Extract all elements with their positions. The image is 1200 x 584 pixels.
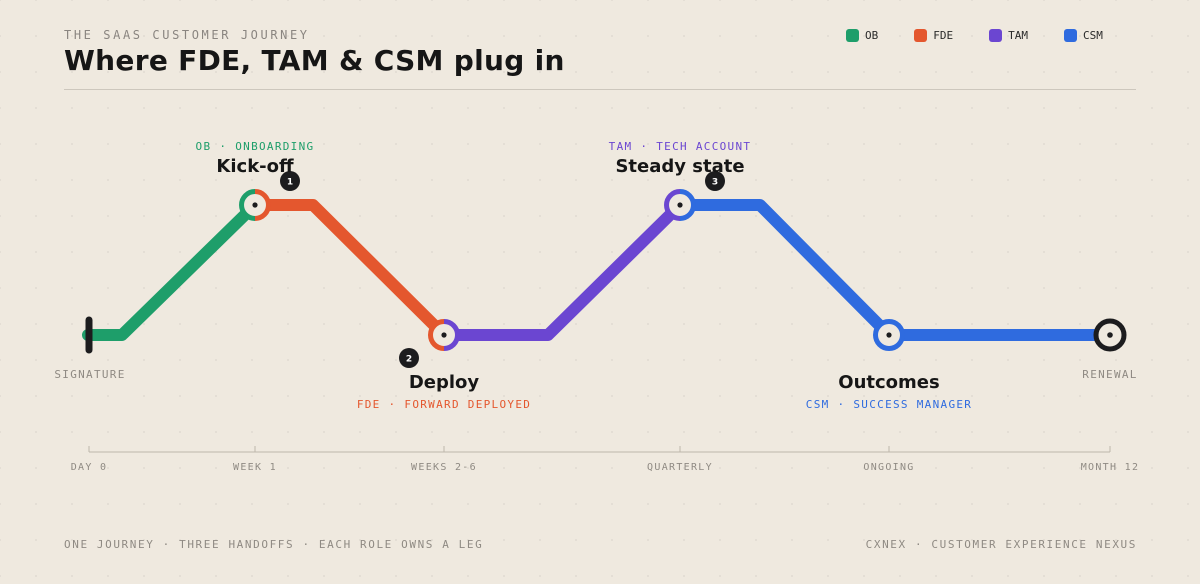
timeline-axis [88, 446, 1111, 453]
steady-description: TECH ACCOUNT [656, 140, 751, 153]
legend-item-fde: FDE [914, 29, 953, 42]
badge-step-1: 1 [280, 171, 300, 191]
steady-role: TAM [609, 140, 633, 153]
deploy-description: FORWARD DEPLOYED [404, 398, 531, 411]
timeline-label-week1: WEEK 1 [233, 462, 277, 473]
station-steady-state [664, 189, 696, 221]
route-segment-tam [438, 199, 686, 341]
timeline-label-day0: DAY 0 [71, 462, 108, 473]
timeline-label-quarterly: QUARTERLY [647, 462, 713, 473]
route-segment-csm [674, 199, 1116, 341]
legend-label-tam: TAM [1008, 29, 1028, 42]
page-title: Where FDE, TAM & CSM plug in [64, 44, 565, 77]
legend-item-tam: TAM [989, 29, 1028, 42]
footer-brand: CXNEX · CUSTOMER EXPERIENCE NEXUS [865, 538, 1137, 551]
legend-swatch-ob [846, 29, 859, 42]
station-renewal-terminus [1093, 318, 1127, 352]
legend-label-csm: CSM [1083, 29, 1103, 42]
kickoff-title: Kick-off [216, 156, 294, 177]
legend-item-csm: CSM [1064, 29, 1103, 42]
badge-step-3-number: 3 [712, 178, 718, 188]
timeline-label-ongoing: ONGOING [863, 462, 914, 473]
footer-tagline: ONE JOURNEY · THREE HANDOFFS · EACH ROLE… [64, 538, 484, 551]
start-endpoint-label: SIGNATURE [54, 368, 125, 381]
badge-step-2: 2 [399, 348, 419, 368]
kickoff-description: ONBOARDING [235, 140, 314, 153]
outcomes-role-label: CSM · SUCCESS MANAGER [806, 398, 972, 411]
legend-label-fde: FDE [933, 29, 954, 42]
badge-step-2-number: 2 [406, 355, 412, 365]
deploy-role: FDE [357, 398, 381, 411]
timeline-label-weeks2-6: WEEKS 2-6 [411, 462, 477, 473]
station-outcomes [873, 319, 905, 351]
steady-role-label: TAM · TECH ACCOUNT [609, 140, 752, 153]
legend: OB FDE TAM CSM [846, 29, 1103, 42]
legend-swatch-tam [989, 29, 1003, 42]
timeline-label-month12: MONTH 12 [1081, 462, 1140, 473]
badge-step-1-number: 1 [287, 178, 293, 188]
badge-step-3: 3 [705, 171, 725, 191]
legend-item-ob: OB [846, 29, 878, 42]
steady-separator: · [640, 140, 648, 153]
outcomes-role: CSM [806, 398, 830, 411]
deploy-separator: · [389, 398, 397, 411]
end-endpoint-label: RENEWAL [1082, 368, 1137, 381]
station-deploy [428, 319, 460, 351]
station-kickoff [239, 189, 271, 221]
page-eyebrow: THE SAAS CUSTOMER JOURNEY [64, 28, 310, 42]
header-divider [64, 89, 1136, 90]
kickoff-separator: · [219, 140, 227, 153]
deploy-role-label: FDE · FORWARD DEPLOYED [357, 398, 531, 411]
steady-title: Steady state [615, 156, 744, 177]
kickoff-role: OB [196, 140, 212, 153]
legend-swatch-csm [1064, 29, 1077, 42]
outcomes-description: SUCCESS MANAGER [853, 398, 972, 411]
legend-label-ob: OB [865, 29, 879, 42]
deploy-title: Deploy [409, 372, 480, 393]
outcomes-title: Outcomes [838, 372, 939, 393]
route-segment-ob [82, 199, 261, 341]
kickoff-role-label: OB · ONBOARDING [196, 140, 315, 153]
route-segment-fde [249, 199, 450, 341]
legend-swatch-fde [914, 29, 928, 42]
outcomes-separator: · [838, 398, 846, 411]
